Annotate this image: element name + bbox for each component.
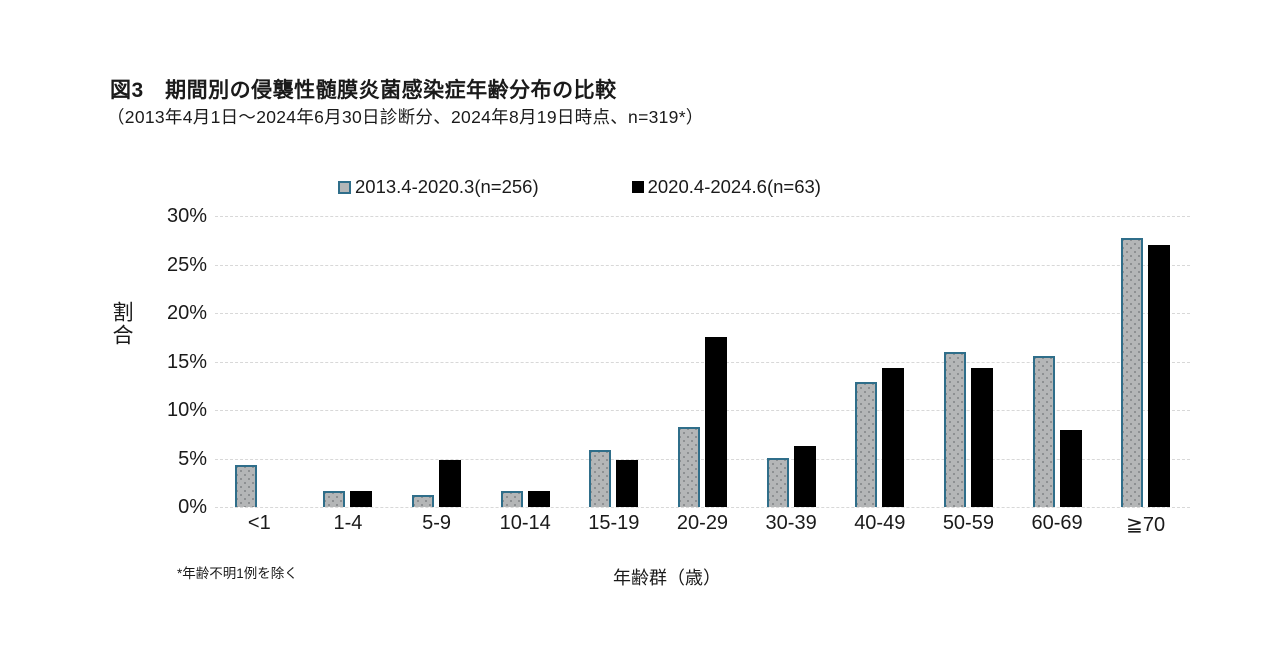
gridline: [215, 313, 1190, 314]
x-tick-label-≧70: ≧70: [1126, 514, 1166, 536]
bar-series1-20-29: [677, 427, 700, 507]
bar-series1-50-59: [943, 351, 966, 507]
y-tick-label: 0%: [178, 496, 207, 518]
x-tick-label-20-29: 20-29: [676, 512, 729, 534]
bar-group-10-14: [481, 216, 570, 507]
bar-series1-40-49: [855, 381, 878, 507]
bar-group-1-4: [304, 216, 393, 507]
bar-series2-60-69: [1059, 430, 1082, 507]
legend-label-period2: 2020.4-2024.6(n=63): [647, 176, 821, 197]
gridline: [215, 507, 1190, 508]
bar-series1-<1: [234, 465, 257, 507]
gridline: [215, 264, 1190, 266]
bar-group-20-29: [658, 216, 747, 507]
bar-series1-10-14: [500, 491, 523, 507]
y-tick-label: 30%: [166, 205, 207, 227]
gridline: [215, 458, 1190, 460]
gridline: [215, 410, 1190, 411]
legend: 2013.4-2020.3(n=256) 2020.4-2024.6(n=63): [338, 176, 821, 198]
bar-group-30-39: [747, 216, 836, 507]
bar-series2-40-49: [882, 368, 905, 507]
x-tick-label-30-39: 30-39: [765, 512, 817, 534]
y-tick-label: 5%: [178, 447, 207, 470]
plot-area: [215, 216, 1190, 508]
y-tick-label: 15%: [166, 350, 207, 373]
x-tick-label-15-19: 15-19: [588, 512, 640, 534]
x-tick-label-40-49: 40-49: [854, 512, 906, 534]
legend-swatch-gray-icon: [338, 180, 351, 194]
y-tick-label: 25%: [166, 253, 207, 276]
bar-series2-1-4: [350, 491, 373, 507]
chart-subtitle: （2013年4月1日～2024年6月30日診断分、2024年8月19日時点、n=…: [107, 107, 704, 127]
y-tick-label: 20%: [166, 302, 207, 324]
bar-series2-15-19: [616, 460, 639, 507]
bar-series1-5-9: [412, 495, 435, 507]
bar-group-40-49: [835, 216, 924, 507]
legend-item-period1: 2013.4-2020.3(n=256): [338, 176, 539, 198]
bar-series1-60-69: [1032, 355, 1055, 507]
bar-group-50-59: [924, 216, 1013, 507]
bar-series2-≧70: [1148, 245, 1171, 507]
bar-series1-30-39: [766, 457, 789, 507]
bar-series2-50-59: [970, 368, 993, 507]
bar-series2-20-29: [704, 337, 727, 507]
gridline: [215, 216, 1190, 217]
bar-series1-15-19: [589, 449, 612, 507]
x-axis-title: 年齢群（歳）: [613, 568, 721, 588]
legend-swatch-black-icon: [631, 181, 644, 193]
x-tick-label-10-14: 10-14: [499, 512, 551, 534]
bar-group-60-69: [1013, 216, 1102, 507]
bar-series2-5-9: [439, 460, 462, 507]
bar-group-5-9: [392, 216, 481, 507]
x-tick-label-60-69: 60-69: [1031, 512, 1083, 534]
chart-footnote: *年齢不明1例を除く: [177, 566, 298, 581]
legend-label-period1: 2013.4-2020.3(n=256): [355, 176, 539, 197]
bar-series2-10-14: [527, 491, 550, 507]
bar-series1-≧70: [1121, 238, 1144, 507]
x-tick-label-1-4: 1-4: [333, 512, 363, 534]
bar-group-15-19: [570, 216, 659, 507]
y-tick-label: 10%: [166, 399, 207, 421]
x-tick-label-<1: <1: [247, 512, 271, 534]
bar-group-<1: [215, 216, 304, 507]
x-tick-label-5-9: 5-9: [422, 512, 452, 534]
gridline: [215, 361, 1190, 363]
bar-series1-1-4: [323, 491, 346, 507]
x-tick-label-50-59: 50-59: [942, 512, 994, 534]
bar-group-≧70: [1101, 216, 1190, 507]
y-axis-title: 割合: [110, 301, 133, 347]
legend-item-period2: 2020.4-2024.6(n=63): [631, 176, 821, 198]
chart-title: 図3 期間別の侵襲性髄膜炎菌感染症年齢分布の比較: [110, 79, 617, 102]
bar-series2-30-39: [793, 445, 816, 507]
